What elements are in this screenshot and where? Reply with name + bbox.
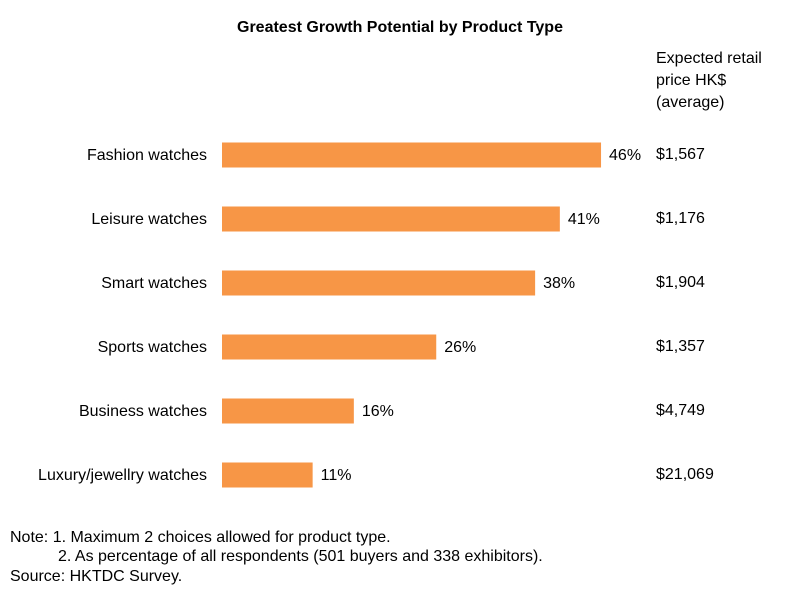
price: $21,069 <box>656 466 714 483</box>
note: Note: 1. Maximum 2 choices allowed for p… <box>10 529 391 546</box>
price: $1,176 <box>656 210 705 227</box>
bar <box>222 206 560 232</box>
value-label: 41% <box>568 211 600 228</box>
source: Source: HKTDC Survey. <box>10 568 182 585</box>
price-header: (average) <box>656 94 724 111</box>
category-label: Luxury/jewellry watches <box>38 467 207 484</box>
bar <box>222 270 536 296</box>
value-label: 16% <box>362 403 394 420</box>
chart-title: Greatest Growth Potential by Product Typ… <box>237 19 563 36</box>
category-label: Fashion watches <box>87 147 207 164</box>
value-label: 11% <box>321 467 352 484</box>
price: $4,749 <box>656 402 705 419</box>
category-label: Leisure watches <box>91 211 207 228</box>
price: $1,904 <box>656 274 705 291</box>
value-label: 46% <box>609 147 641 164</box>
category-label: Business watches <box>79 403 207 420</box>
bar <box>222 462 313 488</box>
bar <box>222 398 354 424</box>
price: $1,567 <box>656 146 705 163</box>
category-label: Sports watches <box>98 339 207 356</box>
category-label: Smart watches <box>101 275 207 292</box>
value-label: 26% <box>444 339 476 356</box>
value-label: 38% <box>543 275 575 292</box>
price-header: Expected retail <box>656 50 762 67</box>
price-header: price HK$ <box>656 72 726 89</box>
bar <box>222 142 602 168</box>
price: $1,357 <box>656 338 705 355</box>
bar <box>222 334 437 360</box>
note: 2. As percentage of all respondents (501… <box>58 548 543 565</box>
